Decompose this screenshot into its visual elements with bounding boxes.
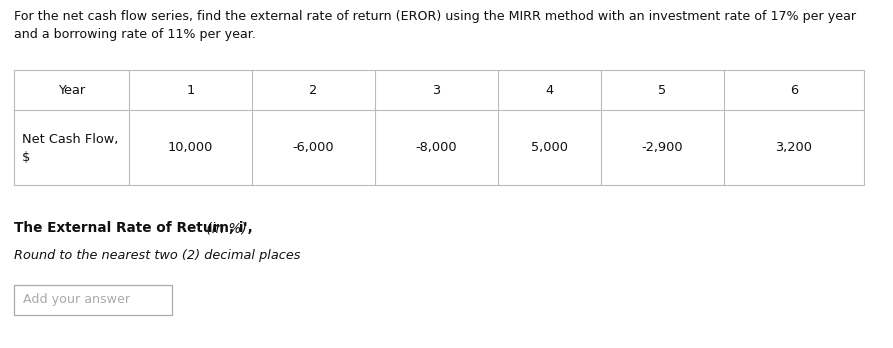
Text: Round to the nearest two (2) decimal places: Round to the nearest two (2) decimal pla… (14, 250, 301, 262)
Text: -8,000: -8,000 (415, 141, 457, 154)
Text: Year: Year (58, 84, 85, 96)
Text: 4: 4 (546, 84, 554, 96)
Text: Add your answer: Add your answer (23, 293, 130, 307)
Bar (14, 70, 864, 185)
Text: 5,000: 5,000 (531, 141, 568, 154)
Text: 10,000: 10,000 (168, 141, 213, 154)
Text: The External Rate of Return, i',: The External Rate of Return, i', (14, 221, 253, 235)
Text: 5: 5 (658, 84, 666, 96)
Text: 6: 6 (790, 84, 798, 96)
Bar (14, 285, 172, 315)
Text: 2: 2 (309, 84, 318, 96)
Text: Net Cash Flow,: Net Cash Flow, (22, 133, 119, 146)
Text: and a borrowing rate of 11% per year.: and a borrowing rate of 11% per year. (14, 28, 256, 41)
Text: 3: 3 (432, 84, 440, 96)
Text: (in %): (in %) (202, 221, 247, 235)
Text: 1: 1 (187, 84, 195, 96)
Text: -2,900: -2,900 (642, 141, 683, 154)
Text: 3,200: 3,200 (775, 141, 813, 154)
Text: For the net cash flow series, find the external rate of return (EROR) using the : For the net cash flow series, find the e… (14, 10, 856, 23)
Text: -6,000: -6,000 (293, 141, 334, 154)
Text: $: $ (22, 151, 30, 164)
